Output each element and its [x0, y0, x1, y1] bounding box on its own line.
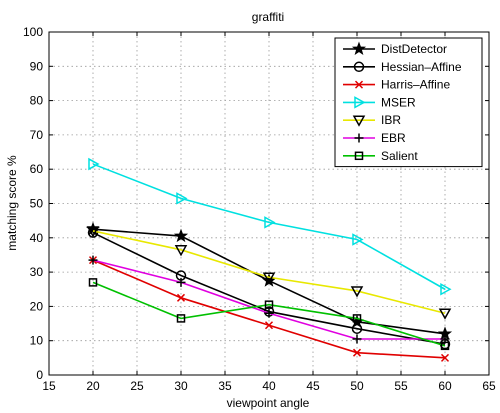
data-point-mser [352, 233, 364, 246]
x-tick-label: 40 [262, 379, 276, 393]
data-point-mser [176, 192, 188, 205]
data-point-salient [440, 341, 450, 351]
data-point-ibr [86, 226, 100, 238]
series-ibr [86, 226, 452, 320]
y-tick-label: 20 [30, 299, 44, 313]
y-axis-title: matching score % [5, 155, 19, 251]
x-tick-label: 25 [130, 379, 144, 393]
y-tick-label: 70 [30, 128, 44, 142]
x-axis-title: viewpoint angle [227, 396, 310, 410]
data-point-ebr [352, 334, 362, 344]
data-point-salient [352, 314, 362, 323]
data-point-salient [264, 300, 274, 309]
data-point-hessian-affine [351, 323, 363, 334]
legend-marker-ebr [354, 133, 364, 143]
data-point-ibr [262, 272, 276, 284]
legend-marker-ibr [352, 115, 366, 127]
data-point-harris-affine [352, 348, 362, 357]
y-tick-label: 40 [30, 231, 44, 245]
x-tick-label: 65 [482, 379, 496, 393]
data-point-distdetector [173, 228, 189, 243]
data-point-ibr [438, 308, 452, 320]
legend-label-harris-affine: Harris–Affine [381, 78, 450, 92]
chart-title: graffiti [252, 10, 284, 24]
legend-marker-distdetector [351, 41, 367, 56]
data-point-ebr [176, 277, 186, 287]
legend-label-mser: MSER [381, 95, 416, 109]
series-mser [88, 157, 452, 296]
legend-item-hessian-affine: Hessian–Affine [343, 60, 462, 74]
data-point-harris-affine [264, 321, 274, 330]
x-tick-label: 15 [42, 379, 56, 393]
legend-marker-harris-affine [354, 80, 364, 89]
data-point-harris-affine [176, 293, 186, 302]
x-tick-label: 45 [306, 379, 320, 393]
legend-marker-salient [354, 151, 364, 161]
y-tick-label: 100 [23, 25, 43, 39]
legend: DistDetector Hessian–Affine Harris–Affine M… [334, 37, 483, 168]
series-line-mser [92, 163, 446, 290]
legend-label-ebr: EBR [381, 131, 406, 145]
legend-item-ibr: IBR [343, 113, 401, 127]
x-tick-label: 60 [438, 379, 452, 393]
x-tick-label: 55 [394, 379, 408, 393]
data-point-salient [88, 278, 98, 287]
legend-label-salient: Salient [381, 149, 418, 163]
series-line-ibr [92, 230, 446, 315]
legend-marker-mser [354, 96, 366, 109]
data-point-ebr [264, 308, 274, 318]
legend-item-salient: Salient [343, 149, 418, 163]
y-tick-label: 80 [30, 94, 44, 108]
data-point-mser [440, 282, 452, 296]
y-tick-label: 0 [36, 368, 43, 382]
y-tick-label: 50 [30, 197, 44, 211]
y-tick-label: 10 [30, 334, 44, 348]
data-point-ebr [88, 255, 98, 265]
series-line-salient [92, 281, 446, 347]
x-tick-label: 20 [86, 379, 100, 393]
legend-label-hessian-affine: Hessian–Affine [381, 60, 462, 74]
y-tick-label: 90 [30, 59, 44, 73]
data-point-ibr [350, 286, 364, 298]
legend-label-distdetector: DistDetector [381, 42, 447, 56]
data-point-salient [176, 314, 186, 323]
legend-item-mser: MSER [343, 95, 416, 109]
x-tick-label: 30 [174, 379, 188, 393]
legend-label-ibr: IBR [381, 113, 401, 127]
legend-marker-hessian-affine [353, 61, 365, 73]
data-point-ibr [174, 245, 188, 257]
legend-item-harris-affine: Harris–Affine [343, 78, 450, 92]
series-salient [88, 278, 450, 351]
data-point-mser [264, 216, 276, 229]
y-tick-label: 60 [30, 162, 44, 176]
legend-item-ebr: EBR [343, 131, 406, 145]
x-tick-label: 50 [350, 379, 364, 393]
data-point-mser [88, 157, 100, 171]
y-tick-label: 30 [30, 265, 44, 279]
x-tick-label: 35 [218, 379, 232, 393]
legend-item-distdetector: DistDetector [343, 41, 447, 56]
data-point-harris-affine [440, 353, 450, 362]
